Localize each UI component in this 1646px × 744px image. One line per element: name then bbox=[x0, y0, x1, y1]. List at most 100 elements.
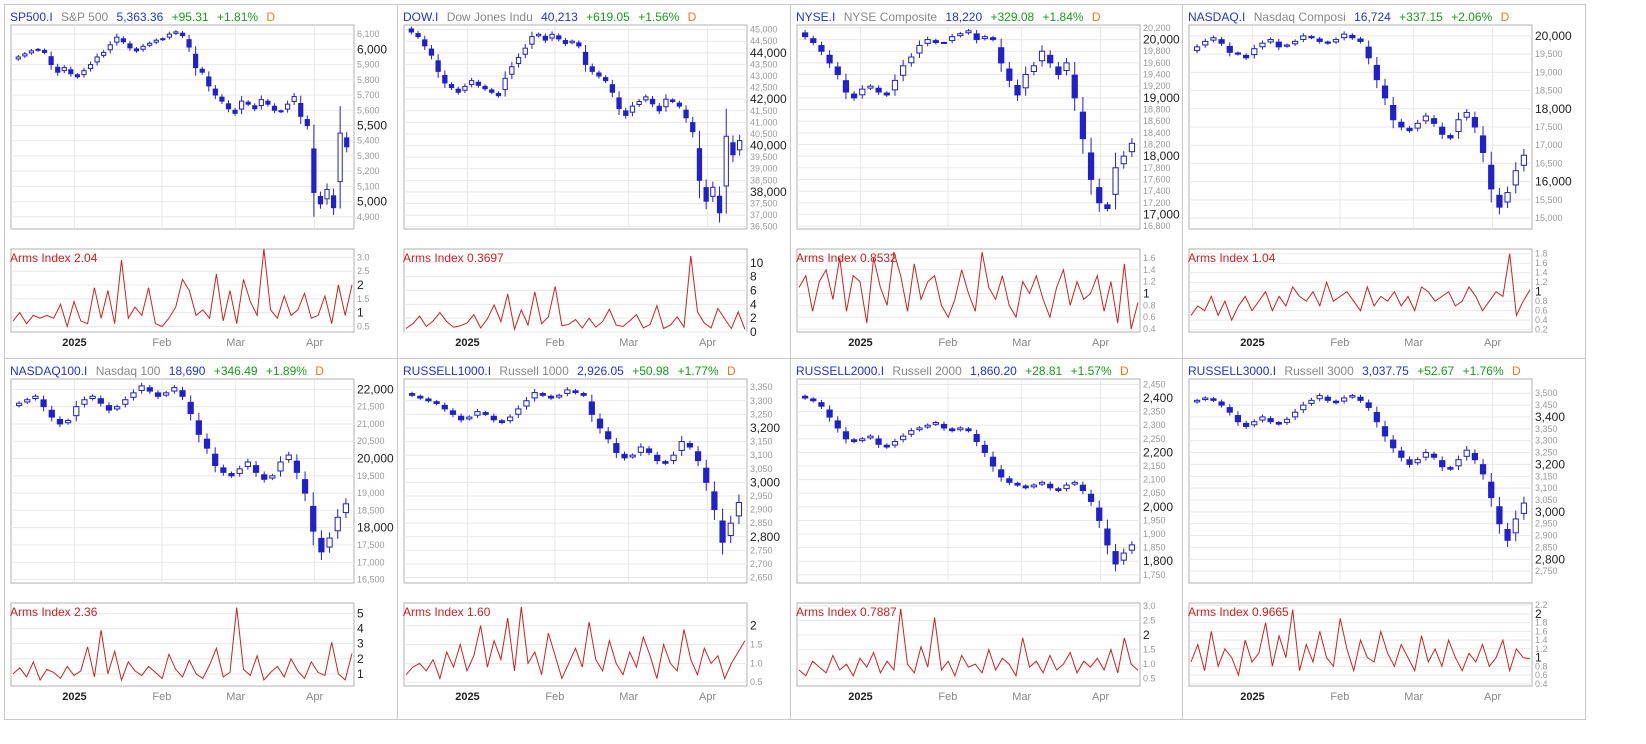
symbol-link[interactable]: NASDAQ.I bbox=[1188, 10, 1246, 24]
candle bbox=[572, 389, 579, 395]
symbol-link[interactable]: RUSSELL2000.I bbox=[796, 364, 885, 378]
candle bbox=[1308, 397, 1315, 406]
candle bbox=[1300, 401, 1307, 414]
candle bbox=[531, 388, 538, 402]
candle bbox=[818, 399, 825, 409]
price-tick-label: 39,000 bbox=[750, 164, 778, 174]
candle bbox=[859, 437, 866, 443]
price-tick-label: 18,200 bbox=[1143, 139, 1171, 149]
period-indicator[interactable]: D bbox=[726, 364, 736, 378]
price-tick-label: 18,000 bbox=[357, 521, 394, 535]
candle bbox=[1275, 38, 1282, 51]
price-tick-label: 2,450 bbox=[1143, 379, 1166, 389]
chart-panel-russell2000[interactable]: 2,450 2,350 2,300 2,250 2,150 2,100 2,050 1,950… bbox=[790, 358, 1194, 720]
arms-tick-label: 1.8 bbox=[1535, 249, 1548, 259]
period-indicator[interactable]: D bbox=[315, 364, 324, 378]
candle bbox=[236, 465, 243, 477]
x-tick-label: 2025 bbox=[62, 337, 86, 349]
chart-panel-nasdaq[interactable]: 19,500 19,000 18,500 17,500 17,000 16,500 15,5… bbox=[1182, 4, 1586, 366]
price-change: +619.05 bbox=[586, 10, 630, 24]
period-indicator[interactable]: D bbox=[1511, 364, 1521, 378]
candle bbox=[1332, 37, 1340, 45]
period-indicator[interactable]: D bbox=[1500, 10, 1510, 24]
price-tick-label: 2,800 bbox=[1535, 552, 1565, 566]
arms-tick-label: 1 bbox=[357, 306, 364, 320]
chart-panel-nasdaq100[interactable]: 21,500 21,000 20,500 19,500 19,000 18,500 17,5… bbox=[4, 358, 408, 720]
candle bbox=[690, 116, 696, 138]
price-tick-label: 5,300 bbox=[357, 151, 380, 161]
candle bbox=[696, 130, 703, 199]
chart-panel-nyse[interactable]: 20,200 19,800 19,600 19,400 19,200 18,800 18,6… bbox=[790, 4, 1194, 366]
candle bbox=[502, 71, 508, 97]
x-tick-label: Apr bbox=[306, 337, 323, 349]
period-indicator[interactable]: D bbox=[1119, 364, 1129, 378]
candle bbox=[311, 124, 317, 217]
period-indicator[interactable]: D bbox=[687, 10, 697, 24]
candle bbox=[435, 54, 441, 78]
x-tick-label: Feb bbox=[1330, 337, 1349, 349]
percent-change: +1.76% bbox=[1462, 364, 1504, 378]
candle bbox=[1071, 480, 1078, 486]
symbol-link[interactable]: NYSE.I bbox=[796, 10, 836, 24]
candle bbox=[989, 451, 997, 472]
candle bbox=[334, 509, 341, 539]
arms-tick-label: 2 bbox=[750, 311, 757, 325]
candle bbox=[301, 471, 309, 502]
chart-panel-dow[interactable]: 45,000 44,500 43,500 43,000 42,500 41,500 41,0… bbox=[397, 4, 801, 366]
symbol-link[interactable]: DOW.I bbox=[403, 10, 439, 24]
candle bbox=[1463, 109, 1470, 121]
candle bbox=[973, 429, 980, 447]
price-change: +95.31 bbox=[171, 10, 209, 24]
candle bbox=[1063, 57, 1070, 76]
chart-panel-sp500[interactable]: 6,100 5,900 5,800 5,700 5,600 5,400 5,300 5,200… bbox=[4, 4, 408, 366]
symbol-link[interactable]: RUSSELL1000.I bbox=[403, 364, 492, 378]
candle bbox=[515, 53, 522, 68]
arms-tick-label: 2 bbox=[357, 652, 364, 666]
arms-tick-label: 1.2 bbox=[1143, 277, 1156, 287]
arms-tick-label: 0.4 bbox=[1143, 324, 1156, 334]
candle bbox=[1398, 118, 1405, 131]
candle bbox=[932, 38, 939, 45]
period-indicator[interactable]: D bbox=[266, 10, 276, 24]
candle bbox=[683, 105, 689, 123]
candle bbox=[842, 427, 850, 444]
candle bbox=[850, 91, 858, 101]
price-tick-label: 15,500 bbox=[1535, 195, 1563, 205]
price-plot-area bbox=[1188, 378, 1533, 584]
price-tick-label: 3,100 bbox=[1535, 483, 1558, 493]
candle bbox=[277, 456, 284, 477]
period-indicator[interactable]: D bbox=[1091, 10, 1101, 24]
candle bbox=[1022, 66, 1029, 96]
arms-tick-label: 10 bbox=[750, 256, 764, 270]
candle bbox=[94, 53, 100, 66]
candle bbox=[291, 93, 297, 106]
candle bbox=[1038, 45, 1046, 67]
chart-svg: 6,100 5,900 5,800 5,700 5,600 5,400 5,300 5,200… bbox=[10, 24, 387, 349]
symbol-link[interactable]: RUSSELL3000.I bbox=[1188, 364, 1277, 378]
candle bbox=[1112, 152, 1119, 210]
chart-svg: 2,450 2,350 2,300 2,250 2,150 2,100 2,050 1,950… bbox=[796, 378, 1173, 703]
candle bbox=[1251, 44, 1258, 59]
candle bbox=[1316, 36, 1323, 44]
price-tick-label: 19,600 bbox=[1143, 58, 1171, 68]
chart-panel-russell1000[interactable]: 3,350 3,300 3,250 3,150 3,100 3,050 2,950 2,900… bbox=[397, 358, 801, 720]
candle bbox=[603, 75, 609, 84]
chart-panel-russell3000[interactable]: 3,500 3,450 3,350 3,300 3,250 3,150 3,100 3,050… bbox=[1182, 358, 1586, 720]
candle bbox=[867, 434, 874, 440]
price-tick-label: 20,200 bbox=[1143, 23, 1171, 33]
candle bbox=[810, 397, 817, 403]
price-tick-label: 19,800 bbox=[1143, 46, 1171, 56]
candle bbox=[703, 459, 710, 491]
symbol-link[interactable]: SP500.I bbox=[10, 10, 53, 24]
x-tick-label: Apr bbox=[699, 337, 716, 349]
symbol-link[interactable]: NASDAQ100.I bbox=[10, 364, 88, 378]
candle bbox=[87, 61, 94, 72]
last-price: 18,220 bbox=[945, 10, 983, 24]
candle bbox=[1463, 445, 1470, 461]
candle bbox=[24, 397, 31, 405]
chart-header: RUSSELL3000.I Russell 3000 3,037.75 +52.… bbox=[1188, 364, 1526, 378]
price-tick-label: 41,000 bbox=[750, 117, 778, 127]
arms-index-line bbox=[798, 251, 1139, 330]
price-tick-label: 19,500 bbox=[357, 471, 385, 481]
candle bbox=[127, 40, 133, 51]
